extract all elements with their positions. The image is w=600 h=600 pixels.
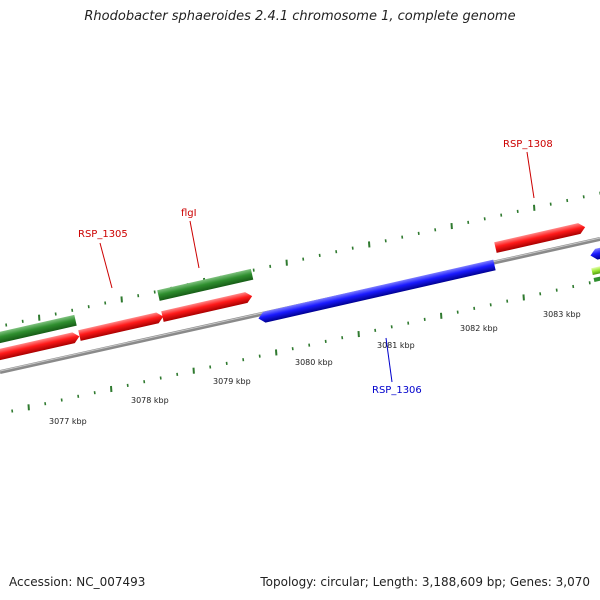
scale-label: 3077 kbp [49, 417, 87, 426]
gene-label-RSP_1308[interactable]: RSP_1308 [503, 139, 553, 150]
scale-labels: 3077 kbp 3078 kbp 3079 kbp 3080 kbp 3081… [49, 310, 581, 426]
scale-label: 3082 kbp [460, 324, 498, 333]
gene-label-flgI[interactable]: flgI [181, 208, 197, 219]
label-leaders [99, 151, 535, 383]
gene-red-RSP_1308[interactable] [494, 222, 586, 253]
map-title: Rhodobacter sphaeroides 2.4.1 chromosome… [84, 9, 516, 24]
gene-lime-edge[interactable] [591, 263, 600, 276]
scale-label: 3080 kbp [295, 358, 333, 367]
inner-scale-ticks [11, 281, 591, 413]
gene-green-flgI[interactable] [157, 268, 254, 301]
gene-red-RSP_1305[interactable] [78, 311, 164, 341]
scale-label: 3078 kbp [131, 396, 169, 405]
gene-red-1[interactable] [0, 331, 81, 363]
gene-features [0, 222, 600, 363]
gene-label-RSP_1305[interactable]: RSP_1305 [78, 229, 128, 240]
gene-red-flgI[interactable] [161, 291, 253, 322]
gene-blue-edge[interactable] [589, 243, 600, 261]
gene-green-edge[interactable] [593, 273, 600, 282]
scale-label: 3081 kbp [377, 341, 415, 350]
accession-label: Accession: NC_007493 [9, 575, 146, 589]
gene-green-1[interactable] [0, 314, 77, 346]
gene-labels: RSP_1305 flgI RSP_1308 RSP_1306 [78, 139, 553, 396]
gene-blue-RSP_1306[interactable] [257, 259, 496, 324]
scale-label: 3083 kbp [543, 310, 581, 319]
genome-summary: Topology: circular; Length: 3,188,609 bp… [260, 575, 590, 589]
gene-label-RSP_1306[interactable]: RSP_1306 [372, 385, 422, 396]
scale-label: 3079 kbp [213, 377, 251, 386]
